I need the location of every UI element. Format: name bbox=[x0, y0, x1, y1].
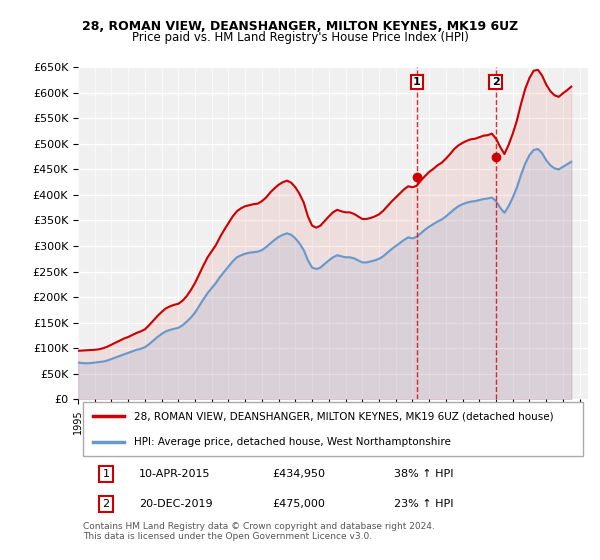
FancyBboxPatch shape bbox=[83, 402, 583, 456]
Text: HPI: Average price, detached house, West Northamptonshire: HPI: Average price, detached house, West… bbox=[134, 437, 451, 447]
Text: 2: 2 bbox=[103, 499, 110, 509]
Text: 28, ROMAN VIEW, DEANSHANGER, MILTON KEYNES, MK19 6UZ (detached house): 28, ROMAN VIEW, DEANSHANGER, MILTON KEYN… bbox=[134, 411, 554, 421]
Text: Contains HM Land Registry data © Crown copyright and database right 2024.
This d: Contains HM Land Registry data © Crown c… bbox=[83, 522, 435, 542]
Text: 10-APR-2015: 10-APR-2015 bbox=[139, 469, 211, 479]
Text: 1: 1 bbox=[103, 469, 110, 479]
Text: £475,000: £475,000 bbox=[272, 499, 325, 509]
Text: 2: 2 bbox=[491, 77, 499, 87]
Text: 1: 1 bbox=[413, 77, 421, 87]
Text: £434,950: £434,950 bbox=[272, 469, 325, 479]
Text: 28, ROMAN VIEW, DEANSHANGER, MILTON KEYNES, MK19 6UZ: 28, ROMAN VIEW, DEANSHANGER, MILTON KEYN… bbox=[82, 20, 518, 32]
Text: 38% ↑ HPI: 38% ↑ HPI bbox=[394, 469, 454, 479]
Text: 20-DEC-2019: 20-DEC-2019 bbox=[139, 499, 213, 509]
Text: Price paid vs. HM Land Registry's House Price Index (HPI): Price paid vs. HM Land Registry's House … bbox=[131, 31, 469, 44]
Text: 23% ↑ HPI: 23% ↑ HPI bbox=[394, 499, 454, 509]
